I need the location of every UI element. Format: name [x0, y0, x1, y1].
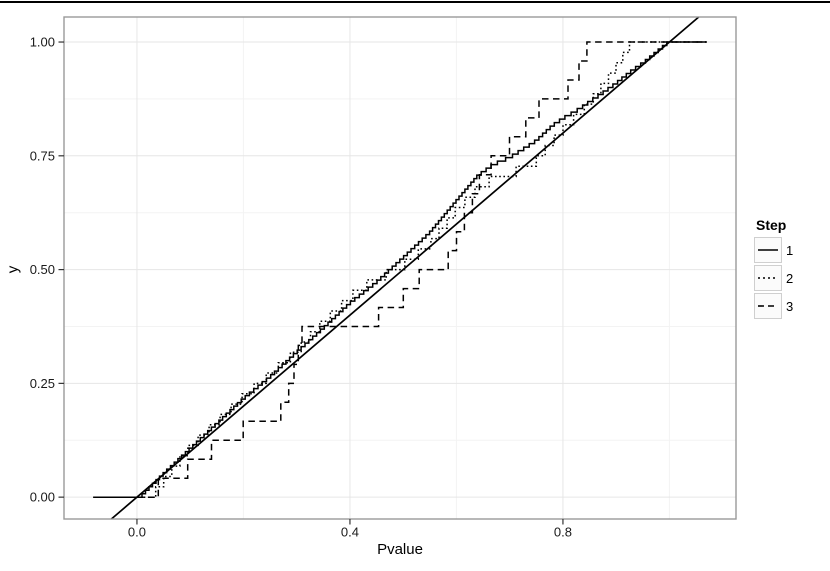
y-tick-label: 0.25 [30, 376, 55, 391]
y-tick-label: 1.00 [30, 35, 55, 50]
y-axis-title: y [4, 265, 22, 274]
ecdf-series-3 [93, 41, 707, 498]
legend-item-label: 2 [786, 270, 794, 286]
reference-diagonal-line [110, 16, 700, 520]
legend-key-3 [754, 293, 782, 319]
y-tick-label: 0.00 [30, 490, 55, 505]
legend-item: 1 [754, 237, 793, 263]
top-rule-line [0, 1, 830, 3]
x-tick-label: 0.0 [128, 525, 146, 540]
panel-border [63, 16, 737, 520]
x-axis-title: Pvalue [377, 541, 423, 558]
legend-item-label: 3 [786, 298, 794, 314]
y-tick-label: 0.75 [30, 148, 55, 163]
ecdf-series-1 [93, 41, 707, 498]
legend: Step 1 2 3 [754, 217, 793, 321]
legend-title: Step [756, 217, 787, 233]
x-tick-label: 0.8 [554, 525, 572, 540]
legend-item: 3 [754, 293, 793, 319]
dashed-line-icon [758, 305, 778, 307]
dotted-line-icon [758, 277, 778, 279]
legend-item: 2 [754, 265, 793, 291]
y-tick-label: 0.50 [30, 262, 55, 277]
legend-key-2 [754, 265, 782, 291]
solid-line-icon [758, 249, 778, 251]
legend-key-1 [754, 237, 782, 263]
legend-item-label: 1 [786, 242, 794, 258]
x-tick-label: 0.4 [341, 525, 359, 540]
